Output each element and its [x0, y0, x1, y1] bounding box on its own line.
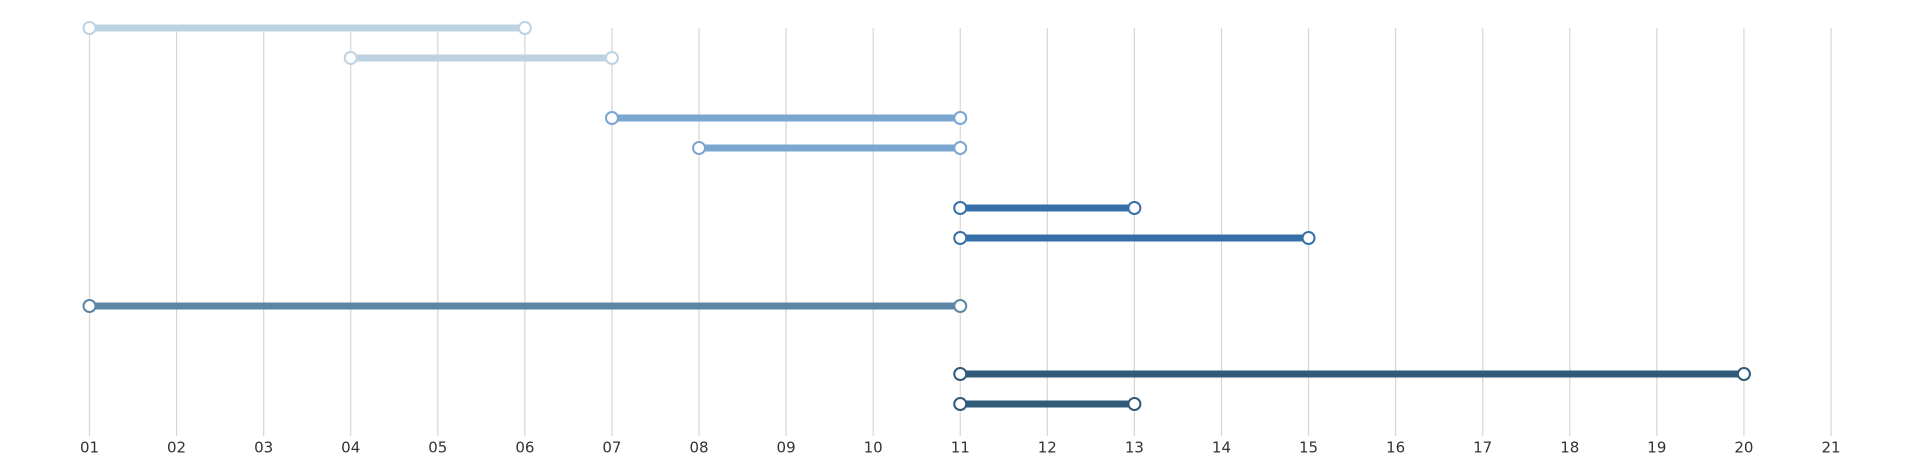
x-tick-label: 13 — [1125, 439, 1144, 457]
x-tick-label: 07 — [602, 439, 621, 457]
x-tick-label: 05 — [428, 439, 447, 457]
x-tick-label: 16 — [1386, 439, 1405, 457]
x-tick-label: 17 — [1473, 439, 1492, 457]
x-tick-label: 18 — [1560, 439, 1579, 457]
range-start — [953, 367, 968, 381]
range-end — [953, 299, 968, 313]
x-tick-label: 14 — [1212, 439, 1231, 457]
range-end — [1127, 201, 1142, 215]
x-tick-label: 08 — [689, 439, 708, 457]
range-start — [604, 111, 619, 125]
range-start — [82, 21, 97, 35]
range-start — [953, 397, 968, 411]
x-tick-label: 15 — [1299, 439, 1318, 457]
x-tick-label: 11 — [951, 439, 970, 457]
x-tick-label: 06 — [515, 439, 534, 457]
x-tick-label: 21 — [1821, 439, 1840, 457]
x-tick-label: 10 — [864, 439, 883, 457]
range-start — [82, 299, 97, 313]
range-end — [1736, 367, 1751, 381]
range-start — [692, 141, 707, 155]
x-tick-label: 12 — [1038, 439, 1057, 457]
x-tick-label: 02 — [167, 439, 186, 457]
range-end — [953, 141, 968, 155]
range-start — [953, 201, 968, 215]
range-end — [953, 111, 968, 125]
x-tick-label: 19 — [1647, 439, 1666, 457]
range-end — [604, 51, 619, 65]
x-tick-label: 04 — [341, 439, 360, 457]
range-end — [1301, 231, 1316, 245]
range-end — [1127, 397, 1142, 411]
x-tick-label: 20 — [1734, 439, 1753, 457]
x-tick-label: 03 — [254, 439, 273, 457]
range-end — [517, 21, 532, 35]
x-tick-label: 09 — [777, 439, 796, 457]
x-tick-label: 01 — [80, 439, 99, 457]
range-start — [343, 51, 358, 65]
range-start — [953, 231, 968, 245]
